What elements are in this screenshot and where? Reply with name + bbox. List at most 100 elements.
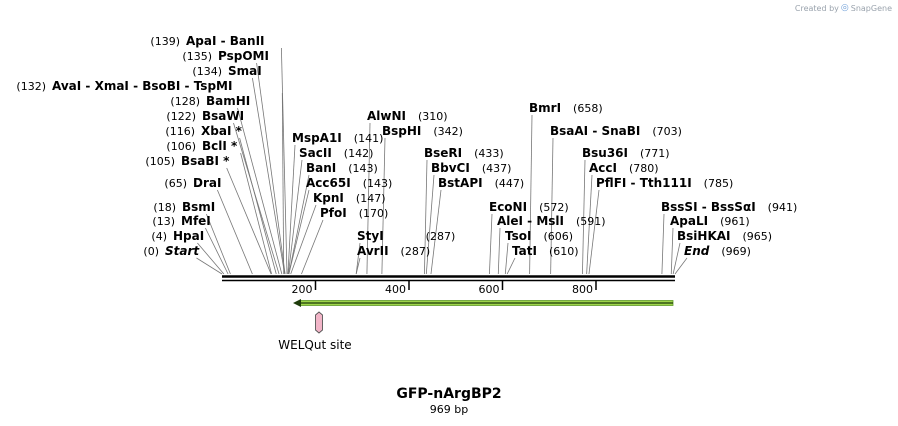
enzyme-mfei[interactable]: MfeI xyxy=(181,214,211,228)
leader-avai-xmai-bsobi-tspmi xyxy=(281,92,285,275)
enzyme-acci[interactable]: AccI xyxy=(589,161,617,175)
leader-smai xyxy=(252,77,286,275)
leader-kpni xyxy=(290,204,317,275)
position-mspa1i: (141) xyxy=(354,132,384,145)
leader-bmri xyxy=(529,114,533,275)
leader-hpai xyxy=(197,242,225,275)
leader-end xyxy=(674,257,688,275)
enzyme-pflfi-tth111i[interactable]: PflFI - Tth111I xyxy=(596,176,692,190)
site-leader-lines xyxy=(196,47,688,275)
leader-acci xyxy=(586,174,593,275)
enzyme-bsihkai[interactable]: BsiHKAI xyxy=(677,229,731,243)
leader-alwni xyxy=(366,122,371,275)
leader-bsu36i xyxy=(582,159,586,275)
enzyme-pfoi[interactable]: PfoI xyxy=(320,206,347,220)
enzyme-bani[interactable]: BanI xyxy=(306,161,336,175)
leader-drai xyxy=(217,189,253,275)
enzyme-kpni[interactable]: KpnI xyxy=(313,191,344,205)
ruler-ticks: 200 400 600 800 xyxy=(291,281,597,296)
map-title: GFP-nArgBP2 xyxy=(396,386,502,402)
enzyme-alwni[interactable]: AlwNI xyxy=(367,109,406,123)
enzyme-mspa1i[interactable]: MspA1I xyxy=(292,131,342,145)
position-pflfi-tth111i: (785) xyxy=(704,177,734,190)
snapgene-logo-icon: ◎ xyxy=(840,3,849,13)
position-avai-xmai-bsobi-tspmi: (132) xyxy=(16,80,46,93)
position-acci: (780) xyxy=(629,162,659,175)
leader-bamhi xyxy=(237,107,283,275)
position-bsawi: (122) xyxy=(166,110,196,123)
position-tati: (610) xyxy=(549,245,579,258)
leader-bsssi-bsss-i xyxy=(661,213,665,275)
enzyme-bsmi[interactable]: BsmI xyxy=(182,200,215,214)
welqut-site-label: WELQut site xyxy=(278,338,351,352)
position-bcli: (106) xyxy=(166,140,196,153)
leader-pspomi xyxy=(256,62,286,275)
position-bsssi-bsss-i: (941) xyxy=(768,201,798,214)
enzyme-alei-msli[interactable]: AleI - MslI xyxy=(497,214,564,228)
enzyme-bbvci[interactable]: BbvCI xyxy=(431,161,470,175)
position-bsmi: (18) xyxy=(153,201,176,214)
leader-alei-msli xyxy=(497,227,501,275)
position-drai: (65) xyxy=(164,177,187,190)
welqut-site-feature[interactable]: WELQut site xyxy=(278,311,352,352)
enzyme-bmri[interactable]: BmrI xyxy=(529,101,561,115)
position-end: (969) xyxy=(721,245,751,258)
enzyme-tati[interactable]: TatI xyxy=(512,244,537,258)
sequence-ruler xyxy=(222,275,675,282)
enzyme-styi[interactable]: StyI xyxy=(357,229,384,243)
leader-apali xyxy=(670,227,674,275)
leader-bsihkai xyxy=(672,242,681,275)
enzyme-apali[interactable]: ApaLI xyxy=(670,214,708,228)
position-xbai: (116) xyxy=(165,125,195,138)
enzyme-acc65i[interactable]: Acc65I xyxy=(306,176,351,190)
welqut-site-marker[interactable] xyxy=(315,311,323,334)
enzyme-drai[interactable]: DraI xyxy=(193,176,221,190)
position-bsphi: (342) xyxy=(433,125,463,138)
enzyme-pspomi[interactable]: PspOMI xyxy=(218,49,269,63)
tick-label-400: 400 xyxy=(385,283,406,296)
enzyme-bstapi[interactable]: BstAPI xyxy=(438,176,483,190)
position-avrii: (287) xyxy=(401,245,431,258)
leader-start xyxy=(196,257,223,275)
enzyme-bseri[interactable]: BseRI xyxy=(424,146,462,160)
enzyme-apai-banii[interactable]: ApaI - BanII xyxy=(186,34,265,48)
position-kpni: (147) xyxy=(356,192,386,205)
enzyme-xbai[interactable]: XbaI * xyxy=(201,124,243,138)
enzyme-hpai[interactable]: HpaI xyxy=(173,229,204,243)
leader-sacii xyxy=(287,159,303,275)
enzyme-start[interactable]: Start xyxy=(165,244,200,258)
position-start: (0) xyxy=(143,245,159,258)
enzyme-avai-xmai-bsobi-tspmi[interactable]: AvaI - XmaI - BsoBI - TspMI xyxy=(52,79,232,93)
leader-tsoi xyxy=(504,242,509,275)
leader-mfei xyxy=(205,227,229,275)
enzyme-bsssi-bsss-i[interactable]: BssSI - BssSαI xyxy=(661,200,756,214)
enzyme-tsoi[interactable]: TsoI xyxy=(505,229,531,243)
enzyme-econi[interactable]: EcoNI xyxy=(489,200,527,214)
enzyme-end[interactable]: End xyxy=(684,244,710,258)
enzyme-bsawi[interactable]: BsaWI xyxy=(202,109,244,123)
enzyme-bsphi[interactable]: BspHI xyxy=(382,124,421,138)
enzyme-sacii[interactable]: SacII xyxy=(299,146,332,160)
created-by-credit: Created by ◎ SnapGene xyxy=(795,3,892,13)
leader-bsmi xyxy=(206,213,231,275)
position-apai-banii: (139) xyxy=(150,35,180,48)
leader-bsphi xyxy=(381,137,386,275)
enzyme-bsaai-snabi[interactable]: BsaAI - SnaBI xyxy=(550,124,640,138)
enzyme-bcli[interactable]: BclI * xyxy=(202,139,238,153)
enzyme-smai[interactable]: SmaI xyxy=(228,64,262,78)
position-econi: (572) xyxy=(539,201,569,214)
enzyme-avrii[interactable]: AvrII xyxy=(357,244,389,258)
leader-tati xyxy=(506,257,516,275)
position-apali: (961) xyxy=(720,215,750,228)
position-bamhi: (128) xyxy=(170,95,200,108)
position-styi: (287) xyxy=(426,230,456,243)
leader-econi xyxy=(489,213,493,275)
leader-mspa1i xyxy=(287,144,296,275)
enzyme-bsu36i[interactable]: Bsu36I xyxy=(582,146,628,160)
position-bani: (143) xyxy=(348,162,378,175)
enzyme-bsabi[interactable]: BsaBI * xyxy=(181,154,230,168)
position-bsaai-snabi: (703) xyxy=(652,125,682,138)
site-labels: ApaI - BanII (139) PspOMI (135) SmaI (134)Ava… xyxy=(16,34,797,258)
enzyme-bamhi[interactable]: BamHI xyxy=(206,94,250,108)
